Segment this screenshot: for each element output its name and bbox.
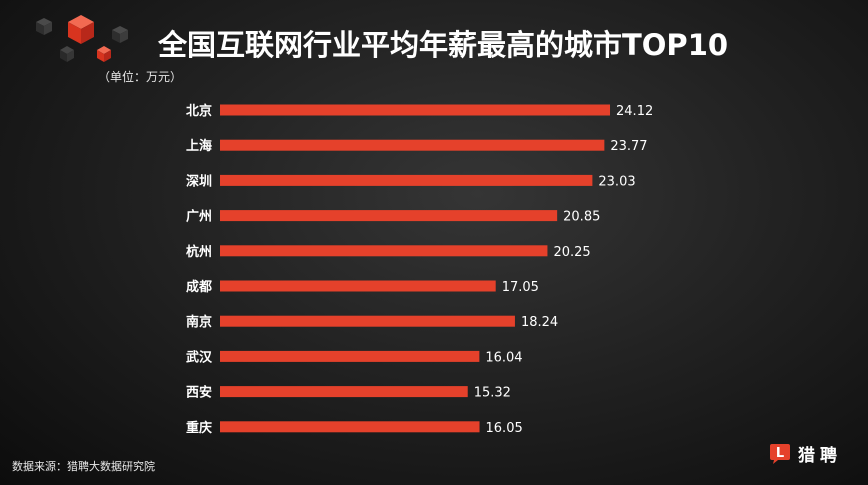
red-cube-icon (68, 15, 94, 44)
category-label: 重庆 (186, 420, 212, 436)
bar (220, 139, 605, 151)
value-label: 23.03 (598, 174, 635, 189)
dark-cube-icon (112, 26, 128, 43)
value-label: 15.32 (474, 386, 511, 401)
chart-title: 全国互联网行业平均年薪最高的城市TOP10 (158, 28, 729, 62)
value-label: 16.05 (486, 421, 523, 436)
category-label: 南京 (186, 314, 212, 330)
category-label: 西安 (186, 385, 212, 401)
value-label: 20.25 (553, 245, 590, 260)
category-label: 深圳 (186, 173, 212, 189)
unit-label: （单位：万元） (98, 70, 183, 84)
brand-logo: L 猎聘 (768, 440, 842, 466)
bar (220, 245, 548, 257)
value-label: 17.05 (502, 280, 539, 295)
liepin-logo-icon: L (770, 444, 790, 464)
dark-cube-icon (36, 18, 52, 35)
value-label: 16.04 (485, 350, 522, 365)
brand-icon-letter: L (776, 446, 784, 461)
bar (220, 104, 611, 116)
cubes-icon (36, 15, 128, 62)
value-label: 18.24 (521, 315, 558, 330)
category-label: 杭州 (186, 244, 212, 260)
category-label: 上海 (186, 138, 212, 154)
dark-cube-icon (60, 46, 74, 62)
category-label: 广州 (186, 209, 212, 225)
value-label: 24.12 (616, 104, 653, 119)
category-label: 成都 (186, 279, 212, 295)
bar (220, 210, 558, 222)
bar (220, 174, 593, 186)
bar (220, 421, 480, 433)
bar (220, 350, 480, 362)
small-red-cube-icon (97, 46, 111, 62)
value-label: 20.85 (563, 210, 600, 225)
category-label: 武汉 (186, 349, 213, 365)
brand-name: 猎聘 (798, 445, 842, 466)
value-label: 23.77 (610, 139, 647, 154)
category-label: 北京 (186, 103, 212, 119)
bar (220, 386, 468, 398)
data-source: 数据来源：猎聘大数据研究院 (12, 460, 155, 473)
bar (220, 280, 496, 292)
bar (220, 315, 515, 327)
